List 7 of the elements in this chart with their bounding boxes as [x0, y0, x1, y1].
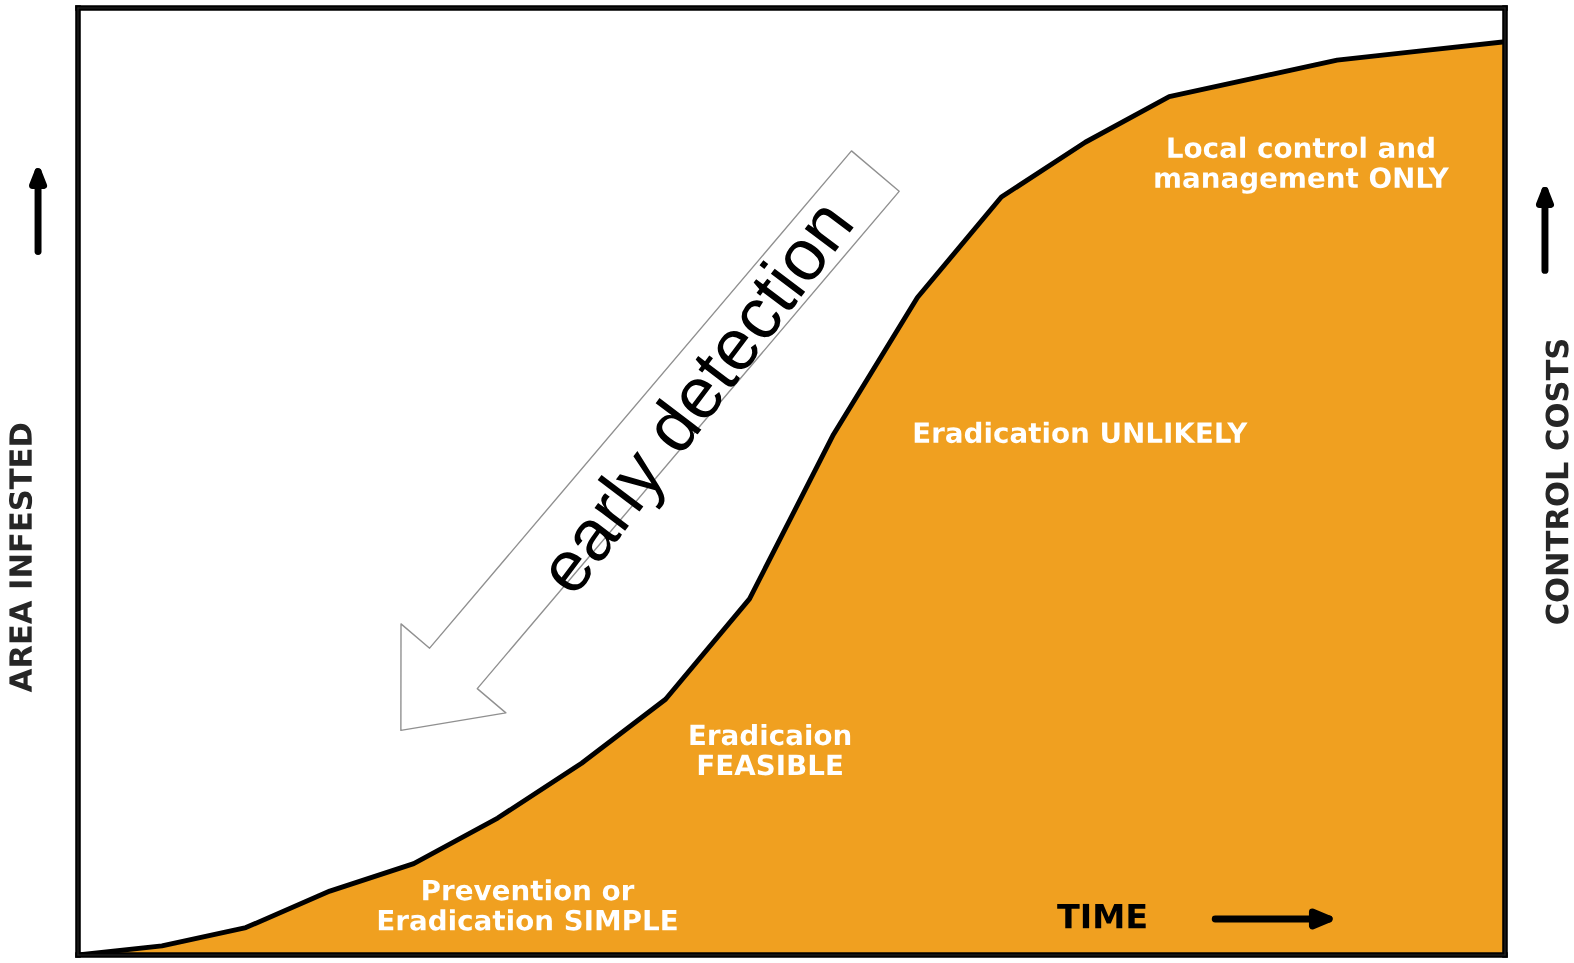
annotation: Prevention or Eradication SIMPLE	[378, 879, 677, 931]
annotation: Eradication UNLIKELY	[914, 421, 1248, 444]
y2-axis-title: CONTROL COSTS	[1545, 339, 1569, 624]
annotation: Local control and management ONLY	[1155, 136, 1450, 194]
x-axis-title: TIME	[1057, 903, 1146, 929]
y-axis-title: AREA INFESTED	[9, 423, 33, 693]
annotation: Eradicaion FEASIBLE	[690, 723, 851, 776]
